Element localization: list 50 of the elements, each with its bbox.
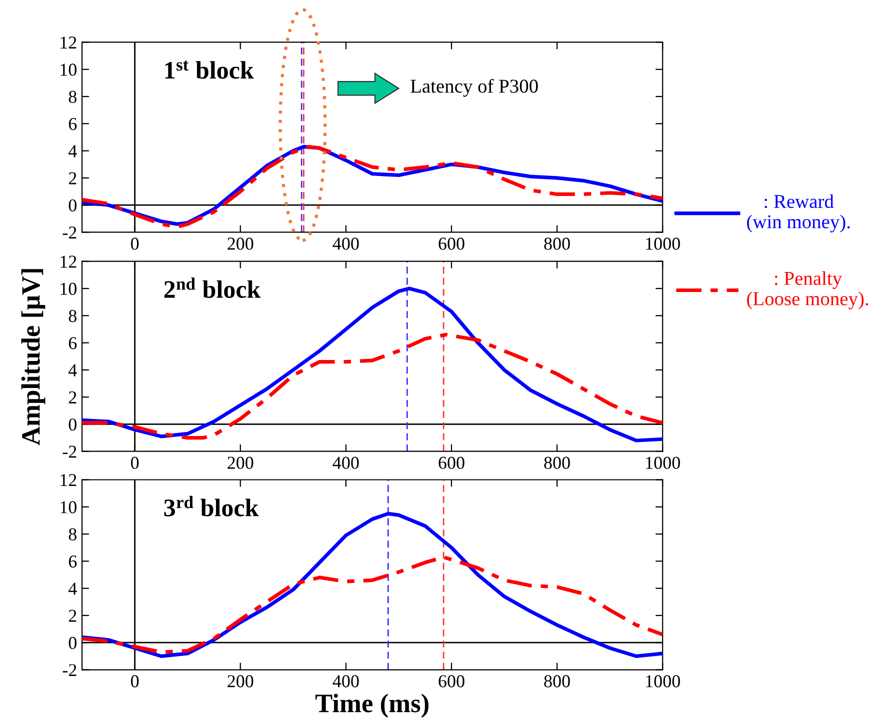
x-tick-label: 600 [438, 456, 464, 469]
y-tick-label: 4 [68, 582, 77, 595]
y-tick-label: 8 [68, 528, 76, 540]
x-tick-label: 600 [438, 238, 464, 250]
y-tick-label: 10 [60, 282, 76, 295]
x-tick-label: 200 [228, 456, 254, 469]
x-tick-label: 0 [130, 238, 139, 250]
annotation: 2$^{nd}$ block [164, 278, 261, 298]
y-tick-label: 0 [68, 418, 76, 431]
x-tick-label: 200 [228, 675, 254, 688]
y-tick-label: 2 [68, 610, 76, 622]
annotation: 3$^{rd}$ block [164, 496, 259, 516]
y-tick-label: -2 [62, 226, 76, 238]
y-tick-label: 2 [68, 172, 76, 184]
y-tick-label: 0 [68, 199, 76, 212]
legend-label: : Reward (win money). [747, 194, 850, 232]
x-tick-label: 0 [130, 456, 139, 469]
y-tick-label: 0 [68, 636, 76, 650]
y-tick-label: 12 [60, 36, 76, 48]
y-tick-label: 10 [60, 64, 76, 76]
y-tick-label: 6 [68, 555, 77, 568]
x-tick-label: 600 [438, 675, 464, 688]
y-tick-label: 4 [68, 145, 77, 158]
x-tick-label: 1000 [646, 238, 680, 250]
y-tick-label: 8 [68, 90, 76, 103]
annotation: Latency of P300 [410, 78, 538, 97]
y-tick-label: 10 [60, 501, 76, 514]
y-tick-label: 12 [60, 474, 76, 486]
x-tick-label: 800 [544, 238, 570, 250]
y-tick-label: 2 [68, 391, 76, 404]
y-tick-label: -2 [62, 664, 76, 676]
x-tick-label: 200 [228, 238, 254, 250]
y-tick-label: 4 [68, 364, 77, 376]
x-tick-label: 0 [130, 675, 139, 688]
x-tick-label: 800 [544, 456, 570, 469]
y-tick-label: 6 [68, 118, 77, 130]
x-tick-label: 400 [332, 675, 359, 688]
x-tick-label: 400 [332, 456, 359, 469]
x-tick-label: 1000 [646, 675, 680, 688]
y-tick-label: 6 [68, 337, 77, 350]
x-tick-label: 800 [544, 675, 570, 688]
legend-label: : Penalty (Loose money). [747, 271, 868, 310]
y-axis-title: Amplitude [μV] [21, 269, 46, 446]
x-tick-label: 1000 [646, 456, 680, 469]
y-tick-label: 8 [68, 310, 76, 322]
annotation: 1$^{st}$ block [165, 60, 254, 79]
x-tick-label: 400 [332, 238, 359, 250]
y-tick-label: -2 [62, 446, 76, 458]
x-axis-title: Time (ms) [315, 694, 428, 718]
y-tick-label: 12 [60, 256, 76, 268]
